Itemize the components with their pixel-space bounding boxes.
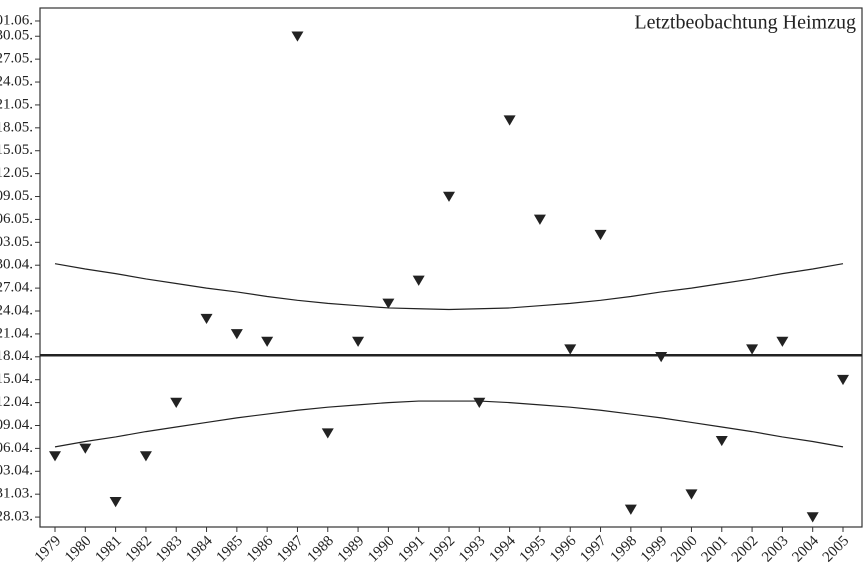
marker bbox=[291, 31, 304, 42]
marker bbox=[685, 489, 698, 500]
marker bbox=[564, 344, 577, 355]
x-tick-label: 2000 bbox=[668, 533, 701, 565]
x-tick-label: 1988 bbox=[305, 533, 338, 565]
x-tick-label: 1994 bbox=[486, 533, 519, 565]
marker bbox=[473, 397, 486, 408]
marker bbox=[715, 435, 728, 447]
x-tick-label: 2005 bbox=[820, 533, 853, 565]
x-tick-label: 1993 bbox=[456, 533, 489, 565]
y-tick-label: 12.05. bbox=[0, 165, 33, 181]
x-tick-label: 1982 bbox=[123, 533, 156, 565]
x-tick-label: 1999 bbox=[638, 533, 671, 565]
x-tick-label: 1997 bbox=[577, 533, 610, 565]
x-tick-label: 1984 bbox=[183, 533, 216, 565]
marker bbox=[746, 344, 759, 355]
x-tick-label: 2001 bbox=[699, 533, 732, 565]
x-tick-label: 2002 bbox=[729, 533, 762, 565]
y-tick-label: 06.05. bbox=[0, 211, 33, 227]
marker bbox=[806, 512, 819, 523]
plot-frame bbox=[39, 7, 863, 528]
marker bbox=[139, 451, 152, 462]
x-tick-label: 1992 bbox=[426, 533, 459, 565]
x-tick-label: 1980 bbox=[62, 533, 95, 565]
marker bbox=[352, 336, 365, 347]
marker bbox=[170, 397, 183, 408]
y-tick-label: 30.04. bbox=[0, 257, 33, 273]
y-tick-label: 27.05. bbox=[0, 51, 33, 67]
y-tick-label: 03.04. bbox=[0, 463, 33, 479]
y-tick-label: 09.05. bbox=[0, 188, 33, 204]
y-tick-label: 15.04. bbox=[0, 371, 33, 387]
y-tick-label: 03.05. bbox=[0, 234, 33, 250]
upper-curve bbox=[54, 263, 844, 311]
x-tick-label: 1979 bbox=[32, 533, 65, 565]
marker bbox=[321, 428, 334, 439]
marker bbox=[443, 191, 455, 202]
y-tick-label: 21.05. bbox=[0, 96, 33, 112]
marker bbox=[533, 214, 546, 225]
x-tick-label: 2004 bbox=[789, 533, 822, 565]
x-tick-label: 1998 bbox=[608, 533, 641, 565]
x-tick-label: 1995 bbox=[517, 533, 550, 565]
x-tick-label: 1983 bbox=[153, 533, 186, 565]
y-tick-label: 24.04. bbox=[0, 302, 33, 318]
x-tick-label: 1991 bbox=[395, 533, 428, 565]
y-tick-label: 31.03. bbox=[0, 486, 33, 502]
marker bbox=[109, 497, 122, 508]
x-tick-label: 1986 bbox=[244, 533, 277, 565]
marker bbox=[503, 115, 516, 126]
marker bbox=[655, 351, 668, 363]
marker bbox=[624, 504, 637, 515]
marker bbox=[776, 336, 789, 347]
y-tick-label: 12.04. bbox=[0, 394, 33, 410]
marker bbox=[837, 374, 849, 386]
y-tick-label: 27.04. bbox=[0, 280, 33, 296]
y-tick-label: 18.05. bbox=[0, 119, 33, 135]
marker bbox=[200, 313, 213, 325]
marker bbox=[412, 275, 425, 286]
lower-curve bbox=[54, 400, 844, 448]
y-tick-label: 28.03. bbox=[0, 509, 33, 525]
x-tick-label: 2003 bbox=[759, 533, 792, 565]
x-tick-label: 1990 bbox=[365, 533, 398, 565]
marker bbox=[382, 298, 395, 309]
chart-title: Letztbeobachtung Heimzug bbox=[634, 12, 856, 34]
y-tick-label: 18.04. bbox=[0, 348, 33, 364]
y-tick-label: 06.04. bbox=[0, 440, 33, 456]
x-tick-label: 1989 bbox=[335, 533, 368, 565]
y-tick-label: 24.05. bbox=[0, 73, 33, 89]
y-tick-label: 30.05. bbox=[0, 28, 33, 44]
x-tick-label: 1981 bbox=[92, 533, 125, 565]
marker bbox=[230, 329, 243, 340]
y-tick-label: 21.04. bbox=[0, 325, 33, 341]
marker bbox=[261, 336, 274, 347]
marker bbox=[79, 443, 92, 454]
marker bbox=[49, 451, 61, 462]
y-tick-label: 15.05. bbox=[0, 142, 33, 158]
y-tick-label: 01.06. bbox=[0, 12, 33, 28]
x-tick-label: 1987 bbox=[274, 533, 307, 565]
marker bbox=[594, 229, 607, 241]
x-tick-label: 1985 bbox=[214, 533, 247, 565]
y-tick-label: 09.04. bbox=[0, 417, 33, 433]
x-tick-label: 1996 bbox=[547, 533, 580, 565]
